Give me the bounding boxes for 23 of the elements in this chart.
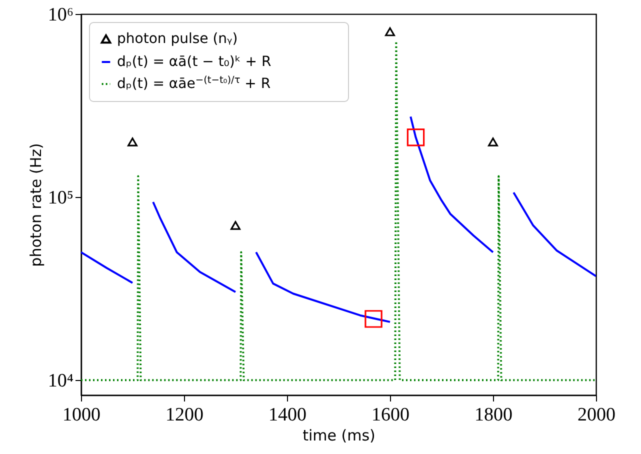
x-tick-label: 1600 <box>372 404 410 426</box>
x-tick-label: 1200 <box>166 404 204 426</box>
legend-label: dₚ(t) = αāe$^{−(t−t₀)/τ}$ + R <box>117 74 271 92</box>
line-series <box>152 201 236 294</box>
x-tick-label: 1800 <box>474 404 512 426</box>
line-series <box>255 251 391 323</box>
legend-label: dₚ(t) = αā(t − t₀)ᵏ + R <box>117 54 272 70</box>
point <box>385 27 395 36</box>
line-series <box>512 191 596 278</box>
y-tick-label: 10⁴ <box>48 370 74 392</box>
x-axis-title: time (ms) <box>302 426 376 444</box>
y-tick-label: 10⁵ <box>48 188 74 209</box>
point <box>488 138 498 146</box>
point <box>230 221 240 230</box>
point <box>364 310 382 328</box>
legend-label: photon pulse (nᵧ) <box>117 31 238 47</box>
x-tick-label: 1400 <box>268 404 306 426</box>
x-tick-label: 2000 <box>578 404 616 426</box>
point <box>406 128 425 146</box>
y-axis-title: photon rate (Hz) <box>26 143 45 267</box>
point <box>128 138 138 146</box>
x-tick-label: 1000 <box>62 404 100 426</box>
y-tick-label: 10⁶ <box>48 4 74 26</box>
